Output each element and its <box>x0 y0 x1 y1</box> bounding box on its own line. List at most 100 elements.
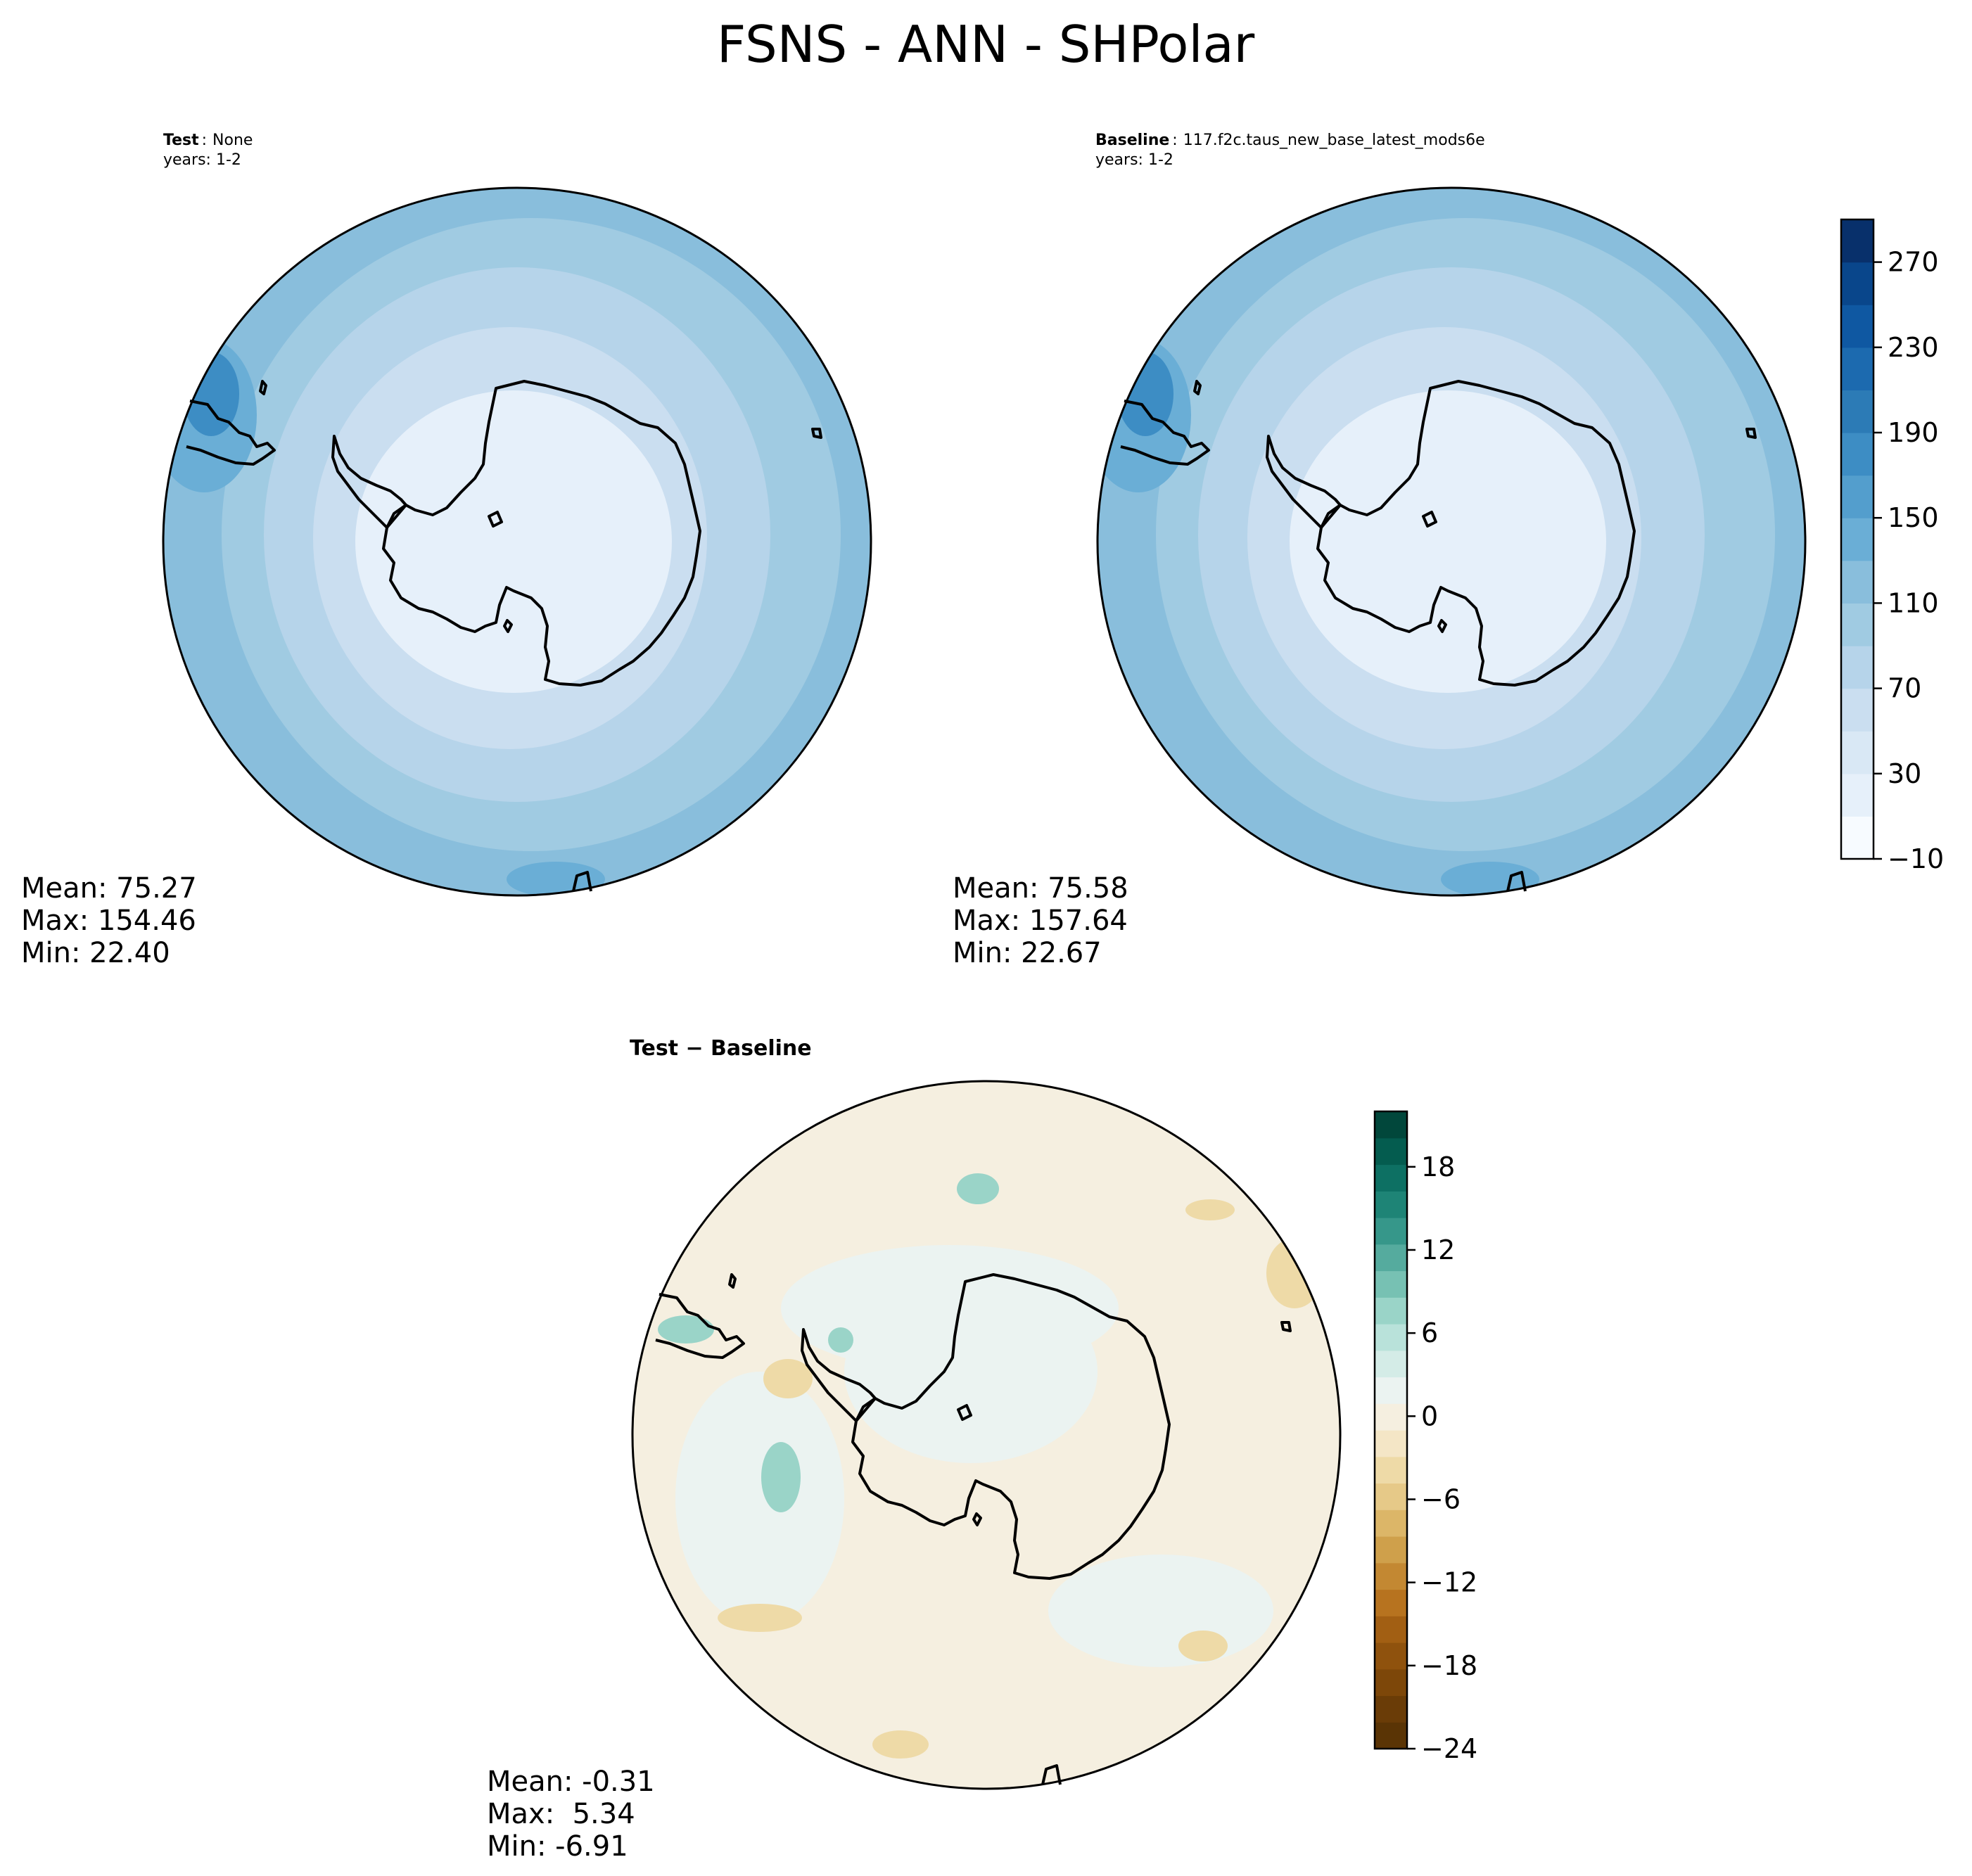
colorbar-diff-tick-label: −18 <box>1421 1650 1477 1681</box>
panel-baseline-stat-mean: Mean: 75.58 <box>953 872 1128 905</box>
colorbar-diff-tick-label: 18 <box>1421 1151 1455 1182</box>
colorbar-main-segment <box>1841 688 1874 732</box>
colorbar-main-segment <box>1841 305 1874 348</box>
map-test-fill-inner <box>355 390 672 693</box>
panel-diff-stat-min: Min: -6.91 <box>487 1830 628 1863</box>
colorbar-diff-segment <box>1375 1350 1407 1378</box>
colorbar-diff-segment <box>1375 1164 1407 1192</box>
colorbar-diff-segment <box>1375 1137 1407 1166</box>
colorbar-diff-tick-label: −12 <box>1421 1567 1477 1598</box>
colorbar-main-segment <box>1841 646 1874 689</box>
colorbar-diff-segment <box>1375 1324 1407 1351</box>
colorbar-diff-segment <box>1375 1695 1407 1723</box>
colorbar-diff-segment <box>1375 1510 1407 1537</box>
map-diff-patch-t2 <box>1185 1199 1235 1220</box>
map-baseline-coastline <box>1120 380 1757 892</box>
colorbar-main-tick-label: 230 <box>1888 332 1939 363</box>
colorbar-main-segment <box>1841 518 1874 561</box>
colorbar-main-segment <box>1841 475 1874 518</box>
colorbar-diff-tick-label: −24 <box>1421 1733 1477 1764</box>
map-diff-patch-t1 <box>872 1730 929 1759</box>
colorbar-main: 270 230 190 150 110 70 30 −10 <box>1840 218 1944 874</box>
colorbar-diff-segment <box>1375 1270 1407 1298</box>
colorbar-diff-segment <box>1375 1562 1407 1590</box>
map-baseline <box>1098 188 1805 895</box>
colorbar-diff-segment <box>1375 1430 1407 1457</box>
panel-test-stat-mean: Mean: 75.27 <box>21 872 197 905</box>
colorbar-diff: 18 12 6 0 −6 −12 −18 −24 <box>1373 1110 1477 1764</box>
panel-diff-label: Test − Baseline <box>630 1036 812 1061</box>
map-baseline-patch-bottom <box>1441 862 1539 895</box>
map-diff-patch-g4 <box>828 1327 853 1353</box>
panel-baseline: Baseline:117.f2c.taus_new_base_latest_mo… <box>953 132 1807 969</box>
colorbar-diff-segment <box>1375 1218 1407 1245</box>
colorbar-diff-segment <box>1375 1111 1407 1139</box>
colorbar-main-segment <box>1841 731 1874 774</box>
colorbar-main-frame <box>1840 218 1875 860</box>
colorbar-main-tick-label: −10 <box>1888 843 1944 874</box>
panel-baseline-label-sep: : <box>1172 132 1177 149</box>
colorbar-main-tick-label: 150 <box>1888 502 1939 533</box>
map-diff-patch-lg4 <box>844 1280 1098 1463</box>
colorbar-diff-segment <box>1375 1191 1407 1218</box>
colorbar-diff-segment <box>1375 1483 1407 1510</box>
colorbar-diff-segment <box>1375 1244 1407 1272</box>
colorbar-main-segment <box>1841 262 1874 305</box>
map-diff-patch-g3 <box>957 1173 999 1204</box>
map-test-border <box>162 186 872 897</box>
colorbar-main-segment <box>1841 433 1874 476</box>
colorbar-diff-segment <box>1375 1456 1407 1484</box>
panel-diff-stat-max: Max: 5.34 <box>487 1798 635 1830</box>
map-diff-patch-lg2 <box>675 1372 844 1625</box>
colorbar-diff-segment <box>1375 1297 1407 1325</box>
figure-title: FSNS - ANN - SHPolar <box>717 15 1255 74</box>
panel-test-label-value: None <box>212 132 253 149</box>
colorbar-main-tick-label: 110 <box>1888 587 1939 618</box>
colorbar-diff-tick-label: 12 <box>1421 1234 1455 1265</box>
colorbar-main-segment <box>1841 347 1874 390</box>
panel-test-stat-min: Min: 22.40 <box>21 937 170 969</box>
colorbar-main-tick-label: 30 <box>1888 758 1921 789</box>
colorbar-main-segment <box>1841 390 1874 433</box>
panel-baseline-label-value: 117.f2c.taus_new_base_latest_mods6e <box>1183 132 1485 149</box>
panel-baseline-stat-min: Min: 22.67 <box>953 937 1102 969</box>
colorbar-diff-segment <box>1375 1616 1407 1643</box>
panel-diff: Test − Baseline <box>487 1036 1342 1863</box>
panel-baseline-label: Baseline:117.f2c.taus_new_base_latest_mo… <box>1095 132 1485 149</box>
colorbar-diff-segment <box>1375 1668 1407 1697</box>
map-diff-patch-t5 <box>1178 1631 1228 1661</box>
panel-test-label-sep: : <box>202 132 207 149</box>
colorbar-main-tick-label: 270 <box>1888 247 1939 278</box>
colorbar-diff-segment <box>1375 1642 1407 1670</box>
panel-test-years: years: 1-2 <box>163 151 241 169</box>
colorbar-diff-frame <box>1373 1110 1408 1750</box>
map-diff <box>632 1081 1340 1789</box>
map-diff-patch-g1 <box>761 1442 801 1512</box>
panel-test-label: Test: None <box>163 132 253 149</box>
panel-baseline-years: years: 1-2 <box>1095 151 1173 169</box>
map-diff-patch-t6 <box>763 1359 813 1398</box>
colorbar-diff-segment <box>1375 1589 1407 1616</box>
panel-diff-stat-mean: Mean: -0.31 <box>487 1766 655 1798</box>
panel-test-label-bold: Test <box>163 132 199 149</box>
panel-baseline-stat-max: Max: 157.64 <box>953 905 1128 937</box>
panel-test-stat-max: Max: 154.46 <box>21 905 196 937</box>
map-diff-patch-t3 <box>1266 1238 1323 1308</box>
colorbar-main-segment <box>1841 603 1874 646</box>
colorbar-main-segment <box>1841 219 1874 263</box>
colorbar-main-segment <box>1841 816 1874 860</box>
colorbar-diff-tick-label: 6 <box>1421 1317 1438 1348</box>
map-diff-patch-g2 <box>658 1315 714 1344</box>
colorbar-diff-segment <box>1375 1377 1407 1404</box>
map-diff-border <box>631 1080 1342 1790</box>
colorbar-main-tick-label: 190 <box>1888 417 1939 448</box>
colorbar-main-tick-label: 70 <box>1888 673 1921 704</box>
panel-test: Test: None years: 1-2 Mean: 75.27 Max: 15… <box>21 132 872 969</box>
map-test <box>163 188 871 895</box>
map-diff-coastline <box>655 1273 1292 1785</box>
colorbar-diff-segment <box>1375 1403 1407 1431</box>
colorbar-main-segment <box>1841 560 1874 604</box>
colorbar-diff-tick-label: 0 <box>1421 1400 1438 1431</box>
colorbar-main-segment <box>1841 773 1874 817</box>
